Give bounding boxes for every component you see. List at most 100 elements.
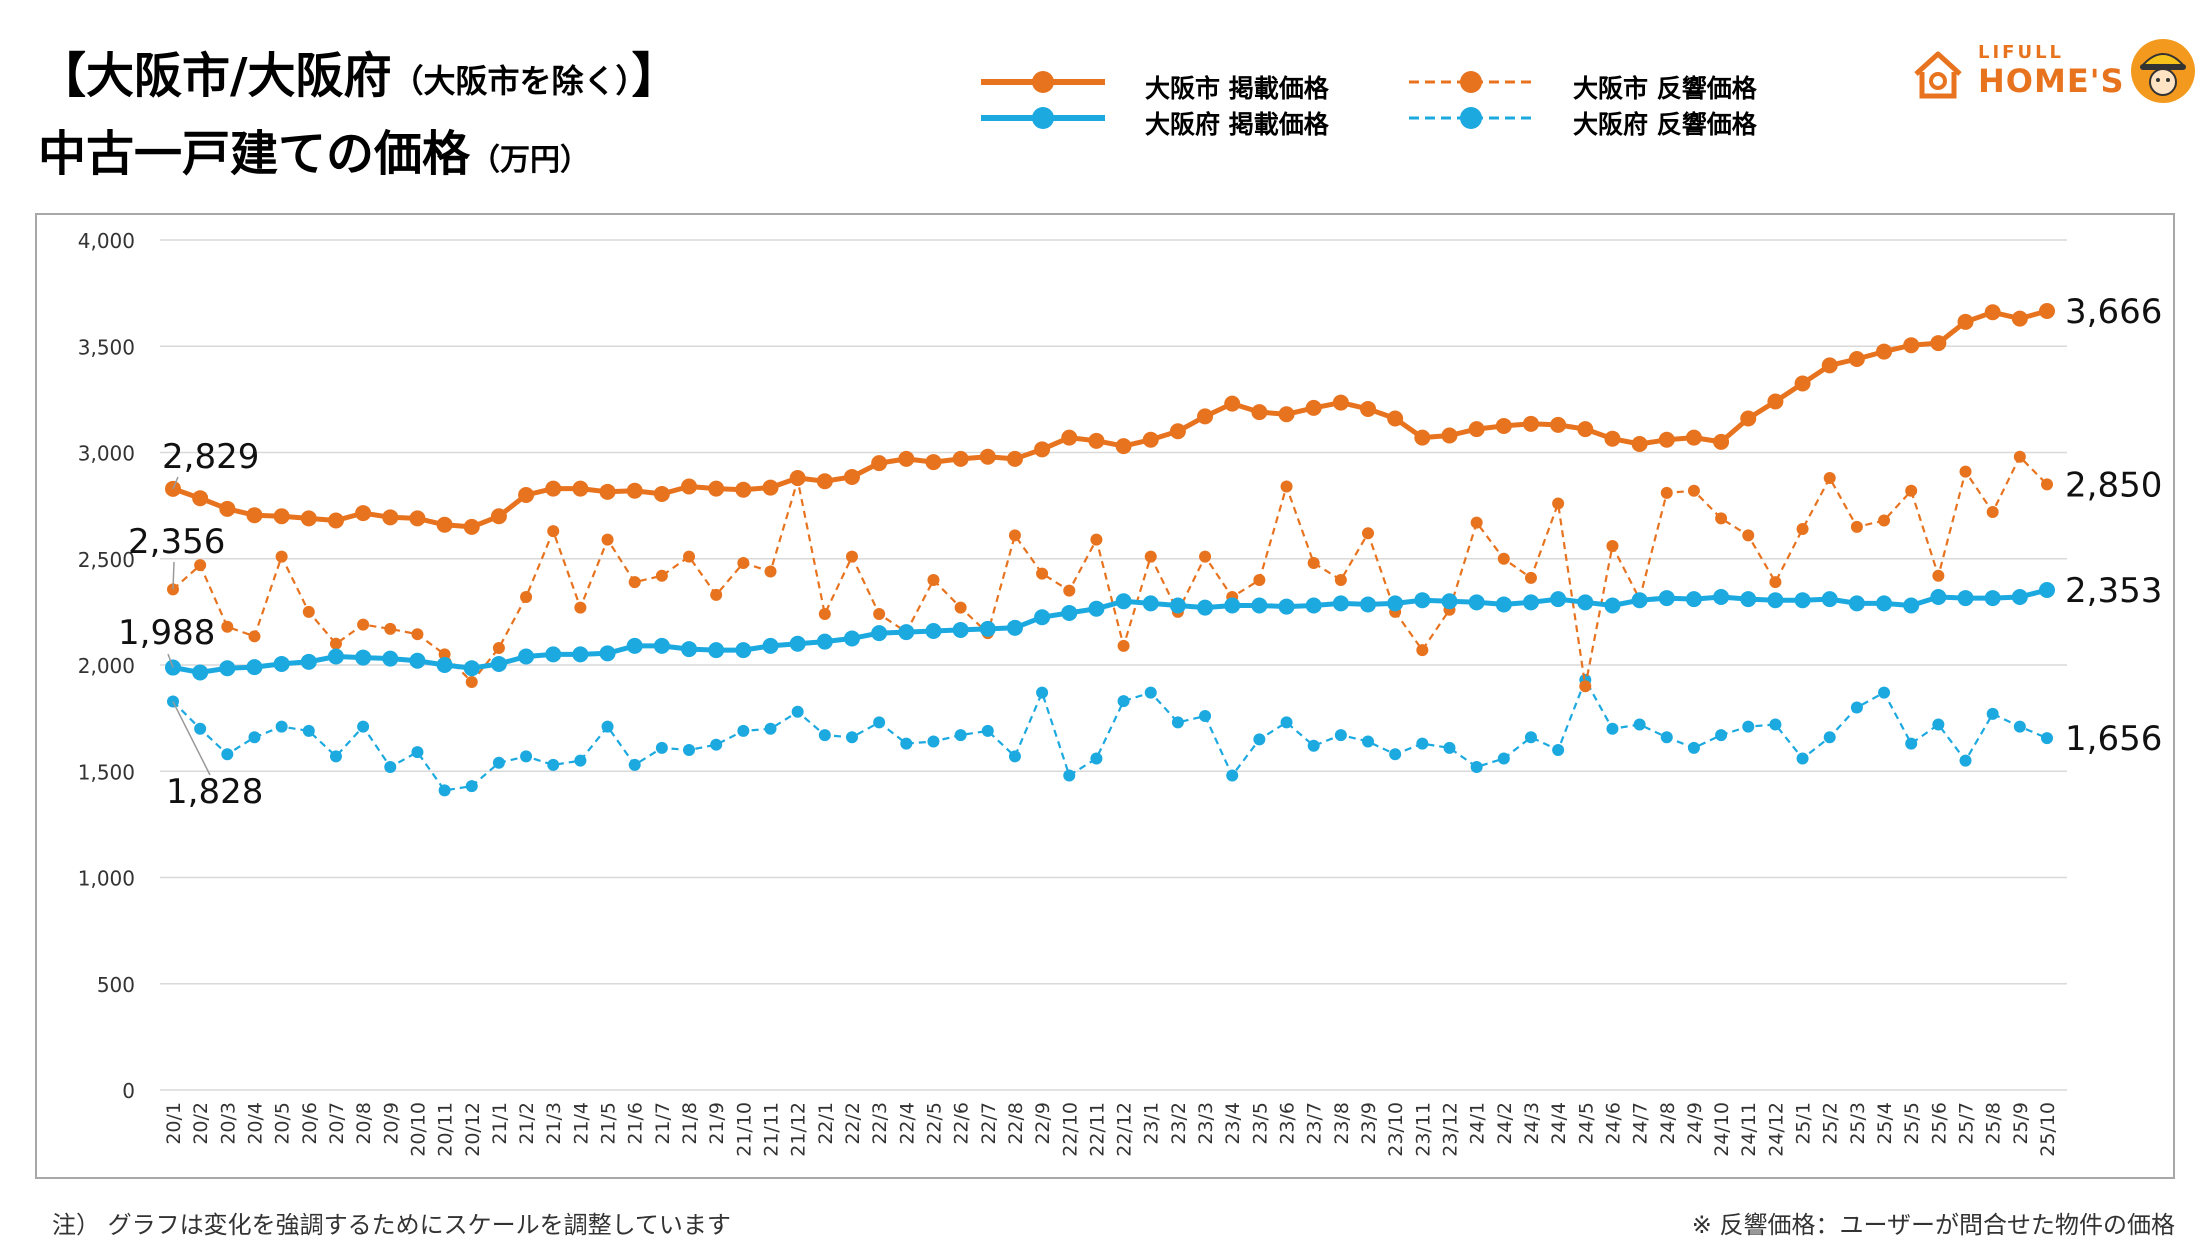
x-tick-label: 23/2 xyxy=(1168,1102,1190,1145)
data-point xyxy=(1061,429,1078,446)
data-point xyxy=(1305,399,1322,416)
data-point xyxy=(302,724,315,737)
x-tick-label: 22/3 xyxy=(869,1102,891,1145)
data-point xyxy=(409,652,426,669)
data-point xyxy=(1360,596,1377,613)
start-label-leader xyxy=(172,561,175,590)
data-point xyxy=(463,518,480,535)
data-point xyxy=(681,478,698,495)
x-tick-label: 25/10 xyxy=(2037,1102,2059,1157)
x-tick-label: 22/4 xyxy=(896,1102,918,1145)
data-point xyxy=(192,490,209,507)
data-point xyxy=(1088,600,1105,617)
data-point xyxy=(2039,302,2055,319)
data-point xyxy=(1769,718,1782,731)
data-point xyxy=(1550,591,1567,608)
data-point xyxy=(818,729,831,742)
title-region-note: （大阪市を除く） xyxy=(391,62,632,100)
x-tick-label: 25/6 xyxy=(1928,1102,1950,1145)
data-point xyxy=(1552,744,1565,756)
data-point xyxy=(1687,741,1700,754)
data-point xyxy=(816,473,833,490)
data-point xyxy=(1034,441,1051,458)
data-point xyxy=(1441,593,1458,610)
start-label-leader xyxy=(172,701,211,776)
data-point xyxy=(1006,450,1023,467)
data-point xyxy=(1495,417,1512,434)
data-point xyxy=(438,648,451,661)
data-point xyxy=(357,618,370,631)
x-tick-label: 22/5 xyxy=(923,1102,945,1145)
data-point xyxy=(655,569,668,582)
x-tick-label: 21/10 xyxy=(733,1102,755,1157)
x-tick-label: 23/3 xyxy=(1195,1102,1217,1145)
data-point xyxy=(735,481,752,498)
title-unit: （万円） xyxy=(470,143,591,178)
data-point xyxy=(1767,592,1784,609)
data-point xyxy=(1957,590,1974,607)
data-point xyxy=(681,641,698,658)
series-start-label: 1,828 xyxy=(166,772,263,812)
x-tick-label: 20/1 xyxy=(163,1102,185,1145)
data-point xyxy=(1332,394,1349,411)
data-point xyxy=(1115,438,1132,455)
data-point xyxy=(1251,404,1268,421)
x-tick-label: 22/2 xyxy=(842,1102,864,1145)
x-tick-label: 21/7 xyxy=(652,1102,674,1145)
data-point xyxy=(1171,716,1184,729)
y-tick-label: 2,000 xyxy=(78,654,135,678)
data-point xyxy=(1930,335,1947,352)
data-point xyxy=(1658,431,1675,448)
legend-label: 大阪市 掲載価格 xyxy=(1145,74,1329,103)
legend-item-osaka-pref-listing: 大阪府 掲載価格 xyxy=(975,100,1375,139)
data-point xyxy=(653,637,670,654)
data-point xyxy=(518,648,535,665)
data-point xyxy=(357,720,370,733)
x-tick-label: 23/5 xyxy=(1249,1102,1271,1145)
legend-label: 大阪市 反響価格 xyxy=(1573,74,1757,103)
data-point xyxy=(1470,761,1483,773)
data-point xyxy=(873,716,886,729)
x-tick-label: 24/9 xyxy=(1684,1102,1706,1145)
data-point xyxy=(1169,597,1186,614)
data-point xyxy=(1524,571,1537,584)
x-tick-label: 24/1 xyxy=(1467,1102,1489,1145)
data-point xyxy=(1850,701,1863,714)
series-start-label: 2,829 xyxy=(162,437,259,477)
x-tick-label: 25/4 xyxy=(1874,1102,1896,1145)
x-tick-label: 20/12 xyxy=(462,1102,484,1157)
data-point xyxy=(845,550,858,563)
x-tick-label: 21/6 xyxy=(625,1102,647,1145)
data-point xyxy=(927,735,940,748)
data-point xyxy=(1036,567,1049,580)
x-tick-label: 24/3 xyxy=(1521,1102,1543,1145)
data-point xyxy=(1197,408,1214,425)
data-point xyxy=(599,483,616,500)
data-point xyxy=(436,516,453,533)
data-point xyxy=(1823,731,1836,744)
data-point xyxy=(898,450,915,467)
data-point xyxy=(221,620,234,633)
data-point xyxy=(1687,484,1700,497)
x-tick-label: 20/2 xyxy=(190,1102,212,1145)
data-point xyxy=(927,574,940,586)
data-point xyxy=(1631,436,1648,452)
data-point xyxy=(1606,722,1619,735)
x-tick-label: 22/11 xyxy=(1086,1102,1108,1157)
data-point xyxy=(925,623,942,639)
data-point xyxy=(1579,680,1592,693)
legend-item-osaka-city-inquiry: 大阪市 反響価格 xyxy=(1403,64,1803,103)
x-tick-label: 24/4 xyxy=(1548,1102,1570,1145)
data-point xyxy=(683,550,696,563)
data-point xyxy=(572,646,589,663)
data-point xyxy=(1848,351,1865,367)
data-point xyxy=(845,731,858,744)
data-point xyxy=(1468,594,1485,611)
data-point xyxy=(653,485,670,502)
x-tick-label: 24/12 xyxy=(1765,1102,1787,1157)
data-point xyxy=(384,761,397,773)
x-tick-label: 21/4 xyxy=(570,1102,592,1145)
data-point xyxy=(1713,433,1730,450)
data-point xyxy=(1115,593,1132,610)
